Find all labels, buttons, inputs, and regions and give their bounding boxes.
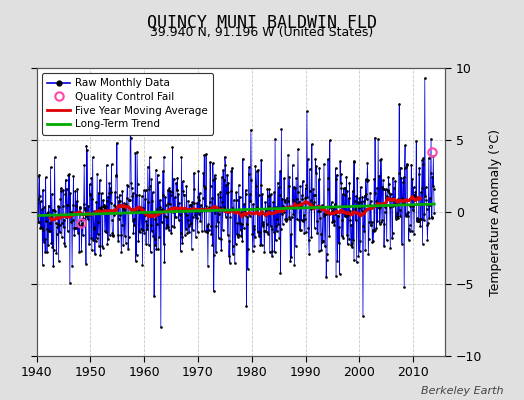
Text: QUINCY MUNI BALDWIN FLD: QUINCY MUNI BALDWIN FLD <box>147 14 377 32</box>
Text: Berkeley Earth: Berkeley Earth <box>421 386 503 396</box>
Y-axis label: Temperature Anomaly (°C): Temperature Anomaly (°C) <box>489 128 502 296</box>
Legend: Raw Monthly Data, Quality Control Fail, Five Year Moving Average, Long-Term Tren: Raw Monthly Data, Quality Control Fail, … <box>42 73 213 134</box>
Text: 39.940 N, 91.196 W (United States): 39.940 N, 91.196 W (United States) <box>150 26 374 39</box>
